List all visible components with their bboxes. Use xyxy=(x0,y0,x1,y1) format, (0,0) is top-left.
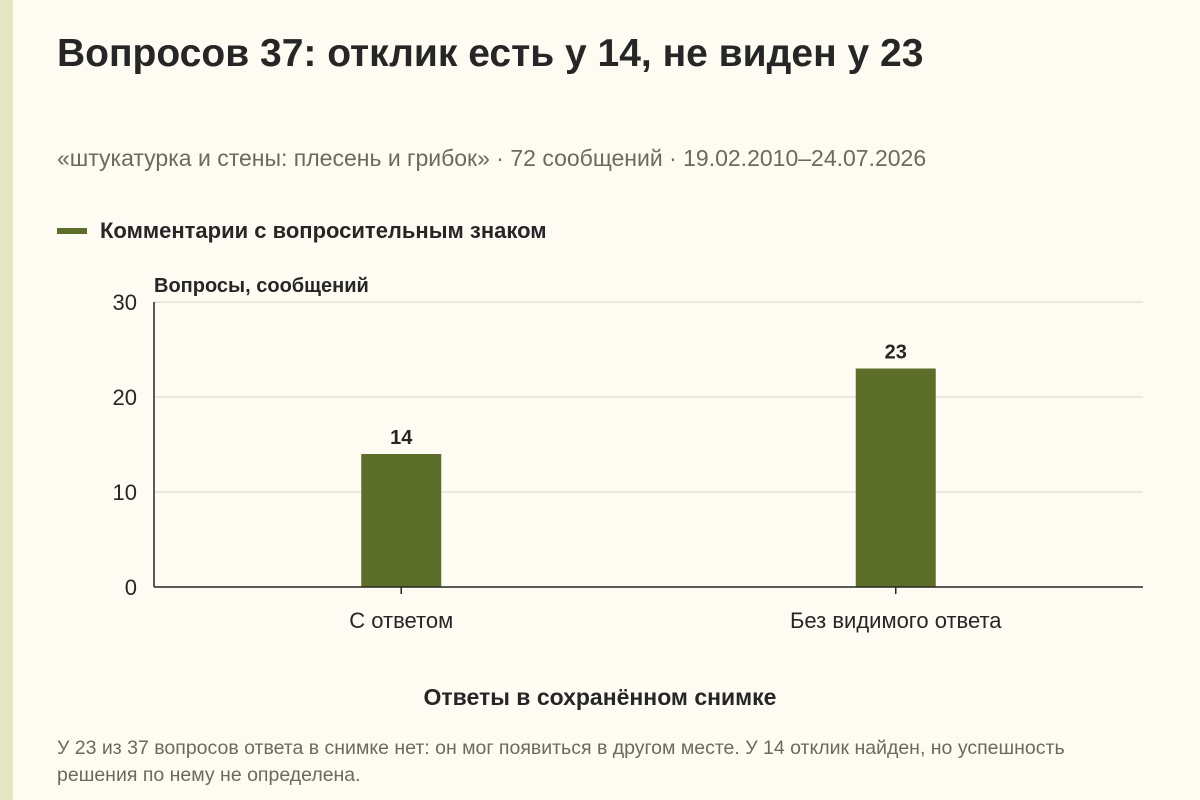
legend-label: Комментарии с вопросительным знаком xyxy=(100,218,547,243)
x-tick-label: Без видимого ответа xyxy=(790,608,1002,633)
bar xyxy=(361,454,442,587)
chart-subtitle: «штукатурка и стены: плесень и грибок» ·… xyxy=(57,145,927,171)
legend-swatch xyxy=(57,228,87,234)
data-label: 23 xyxy=(885,342,907,364)
y-axis-label: Вопросы, сообщений xyxy=(154,275,369,297)
axes xyxy=(153,302,1143,588)
y-tick-label: 0 xyxy=(125,575,137,600)
x-tick-label: С ответом xyxy=(349,608,453,633)
footnote: У 23 из 37 вопросов ответа в снимке нет:… xyxy=(57,737,1065,786)
y-tick-label: 10 xyxy=(113,480,137,505)
left-accent-strip xyxy=(0,0,13,800)
y-tick-label: 20 xyxy=(113,385,137,410)
bar xyxy=(855,368,936,587)
bars: 14 23 xyxy=(361,342,936,587)
y-tick-label: 30 xyxy=(113,290,137,315)
x-axis-label: Ответы в сохранённом снимке xyxy=(423,684,777,710)
chart-legend: Комментарии с вопросительным знаком xyxy=(57,218,547,244)
data-label: 14 xyxy=(390,427,413,449)
y-axis-ticks: 0 10 20 30 xyxy=(113,290,137,600)
gridlines xyxy=(154,301,1143,493)
x-axis-ticks: С ответом Без видимого ответа xyxy=(349,587,1002,633)
chart-title: Вопросов 37: отклик есть у 14, не виден … xyxy=(57,32,924,75)
